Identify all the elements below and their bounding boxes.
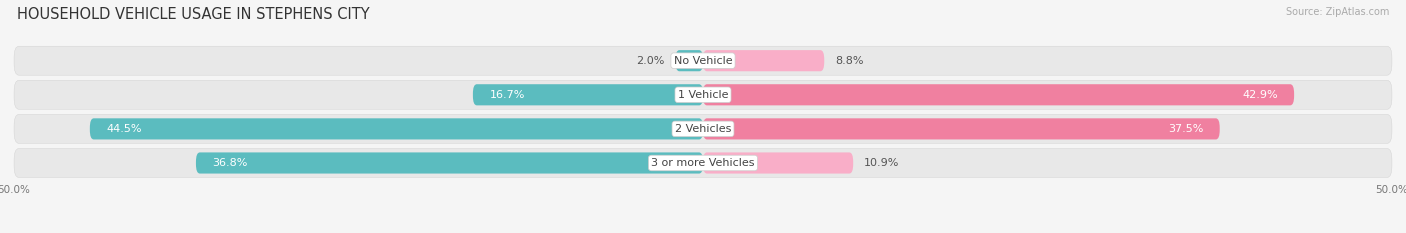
- FancyBboxPatch shape: [703, 152, 853, 174]
- Text: 3 or more Vehicles: 3 or more Vehicles: [651, 158, 755, 168]
- Text: HOUSEHOLD VEHICLE USAGE IN STEPHENS CITY: HOUSEHOLD VEHICLE USAGE IN STEPHENS CITY: [17, 7, 370, 22]
- Text: 37.5%: 37.5%: [1168, 124, 1204, 134]
- FancyBboxPatch shape: [675, 50, 703, 71]
- FancyBboxPatch shape: [703, 118, 1219, 140]
- Text: 36.8%: 36.8%: [212, 158, 247, 168]
- Text: 42.9%: 42.9%: [1241, 90, 1278, 100]
- Text: 8.8%: 8.8%: [835, 56, 863, 66]
- FancyBboxPatch shape: [14, 148, 1392, 178]
- FancyBboxPatch shape: [703, 50, 824, 71]
- Text: 1 Vehicle: 1 Vehicle: [678, 90, 728, 100]
- Text: 16.7%: 16.7%: [489, 90, 524, 100]
- FancyBboxPatch shape: [14, 114, 1392, 143]
- FancyBboxPatch shape: [195, 152, 703, 174]
- Text: 44.5%: 44.5%: [107, 124, 142, 134]
- Text: 2 Vehicles: 2 Vehicles: [675, 124, 731, 134]
- Text: 2.0%: 2.0%: [636, 56, 665, 66]
- FancyBboxPatch shape: [14, 80, 1392, 109]
- Text: No Vehicle: No Vehicle: [673, 56, 733, 66]
- FancyBboxPatch shape: [703, 84, 1294, 105]
- FancyBboxPatch shape: [90, 118, 703, 140]
- FancyBboxPatch shape: [472, 84, 703, 105]
- Text: 10.9%: 10.9%: [865, 158, 900, 168]
- Text: Source: ZipAtlas.com: Source: ZipAtlas.com: [1285, 7, 1389, 17]
- FancyBboxPatch shape: [14, 46, 1392, 75]
